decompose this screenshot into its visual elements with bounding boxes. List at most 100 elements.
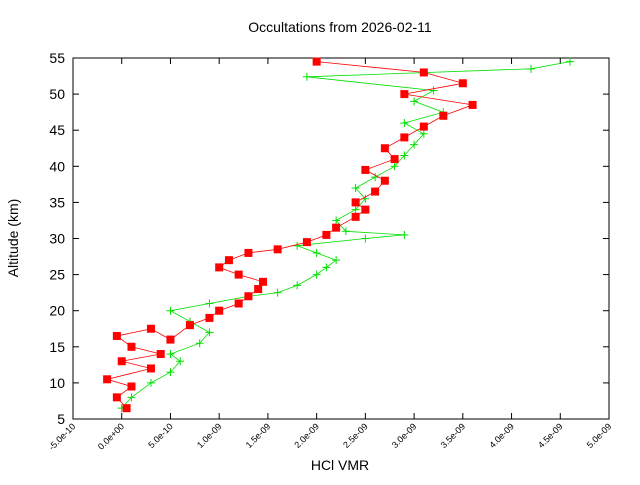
marker (332, 223, 341, 232)
x-axis-label: HCl VMR (311, 457, 369, 473)
marker (400, 90, 409, 99)
marker (361, 205, 370, 214)
marker (127, 342, 136, 351)
y-tick-label: 30 (49, 231, 65, 247)
y-tick-label: 5 (57, 411, 65, 427)
marker (293, 281, 302, 290)
marker (410, 140, 419, 149)
marker (244, 248, 253, 257)
marker (254, 285, 263, 294)
marker (146, 378, 155, 387)
marker (390, 162, 399, 171)
marker (302, 72, 311, 81)
marker (410, 97, 419, 106)
marker (156, 350, 165, 359)
x-tick-label: 4.0e-09 (487, 421, 516, 450)
marker (468, 100, 477, 109)
marker (244, 292, 253, 301)
marker (400, 133, 409, 142)
x-tick-label: 4.5e-09 (536, 421, 565, 450)
marker (527, 64, 536, 73)
marker (351, 205, 360, 214)
y-tick-label: 15 (49, 339, 65, 355)
marker (259, 277, 268, 286)
marker (400, 151, 409, 160)
marker (273, 288, 282, 297)
marker (419, 68, 428, 77)
y-tick-label: 10 (49, 375, 65, 391)
marker (117, 357, 126, 366)
marker (361, 234, 370, 243)
marker (215, 263, 224, 272)
marker (400, 118, 409, 127)
marker (312, 57, 321, 66)
marker (351, 183, 360, 192)
x-tick-label: 5.0e-09 (585, 421, 614, 450)
marker (234, 299, 243, 308)
y-axis-label: Altitude (km) (5, 199, 21, 278)
y-tick-label: 55 (49, 50, 65, 66)
marker (351, 198, 360, 207)
x-tick-label: 0.0e+00 (96, 421, 126, 451)
marker (419, 129, 428, 138)
x-tick-label: 5.0e-10 (146, 421, 175, 450)
marker (127, 382, 136, 391)
marker (166, 306, 175, 315)
marker (566, 57, 575, 66)
marker (112, 331, 121, 340)
y-tick-label: 35 (49, 194, 65, 210)
marker (361, 165, 370, 174)
marker (371, 187, 380, 196)
marker (166, 350, 175, 359)
marker (166, 368, 175, 377)
marker (146, 364, 155, 373)
marker (205, 299, 214, 308)
marker (302, 238, 311, 247)
marker (380, 176, 389, 185)
marker (273, 245, 282, 254)
marker (400, 230, 409, 239)
marker (322, 263, 331, 272)
y-tick-label: 40 (49, 158, 65, 174)
marker (166, 335, 175, 344)
marker (458, 79, 467, 88)
marker (127, 393, 136, 402)
x-tick-label: 1.0e-09 (195, 421, 224, 450)
marker (332, 256, 341, 265)
marker (293, 241, 302, 250)
marker (224, 256, 233, 265)
marker (205, 328, 214, 337)
y-tick-label: 45 (49, 122, 65, 138)
marker (312, 248, 321, 257)
x-tick-label: 3.0e-09 (390, 421, 419, 450)
marker (390, 155, 399, 164)
y-tick-label: 50 (49, 86, 65, 102)
marker (312, 270, 321, 279)
marker (234, 270, 243, 279)
marker (146, 324, 155, 333)
x-tick-label: 2.0e-09 (292, 421, 321, 450)
marker (103, 375, 112, 384)
x-tick-label: 3.5e-09 (439, 421, 468, 450)
y-tick-label: 25 (49, 267, 65, 283)
marker (185, 321, 194, 330)
marker (380, 144, 389, 153)
marker (112, 393, 121, 402)
marker (439, 111, 448, 120)
marker (351, 212, 360, 221)
chart-title: Occultations from 2026-02-11 (248, 19, 432, 35)
marker (322, 230, 331, 239)
y-tick-label: 20 (49, 303, 65, 319)
marker (205, 313, 214, 322)
x-tick-label: 1.5e-09 (244, 421, 273, 450)
x-tick-label: 2.5e-09 (341, 421, 370, 450)
marker (341, 227, 350, 236)
series-line (121, 61, 571, 409)
marker (419, 122, 428, 131)
marker (332, 216, 341, 225)
marker (215, 306, 224, 315)
marker (122, 404, 131, 413)
marker (429, 86, 438, 95)
marker (176, 357, 185, 366)
